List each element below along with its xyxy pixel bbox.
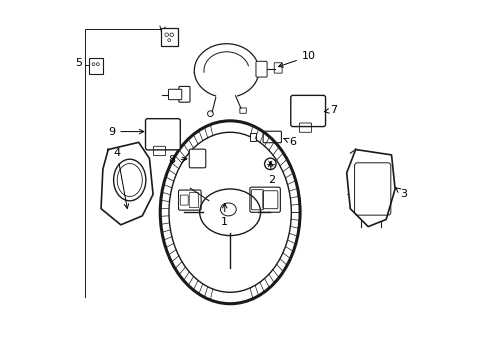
Text: 8: 8 bbox=[168, 155, 186, 165]
Polygon shape bbox=[346, 149, 394, 226]
Text: 2: 2 bbox=[267, 162, 274, 185]
Ellipse shape bbox=[199, 189, 260, 235]
Text: 10: 10 bbox=[278, 51, 315, 67]
Text: 4: 4 bbox=[113, 148, 128, 208]
Text: 6: 6 bbox=[284, 138, 296, 147]
Circle shape bbox=[264, 158, 276, 170]
Text: 7: 7 bbox=[324, 105, 337, 115]
FancyBboxPatch shape bbox=[249, 133, 255, 141]
FancyBboxPatch shape bbox=[88, 58, 102, 74]
FancyBboxPatch shape bbox=[255, 61, 266, 77]
Polygon shape bbox=[101, 142, 153, 225]
FancyBboxPatch shape bbox=[189, 149, 205, 168]
FancyBboxPatch shape bbox=[179, 86, 190, 102]
FancyBboxPatch shape bbox=[290, 95, 325, 127]
FancyBboxPatch shape bbox=[168, 89, 182, 100]
Ellipse shape bbox=[160, 121, 300, 304]
Text: 1: 1 bbox=[221, 204, 228, 227]
Text: 3: 3 bbox=[395, 188, 407, 199]
Text: 9: 9 bbox=[108, 127, 143, 136]
FancyBboxPatch shape bbox=[145, 119, 180, 150]
FancyBboxPatch shape bbox=[160, 28, 178, 46]
Text: 5: 5 bbox=[75, 58, 82, 68]
Ellipse shape bbox=[113, 159, 145, 201]
